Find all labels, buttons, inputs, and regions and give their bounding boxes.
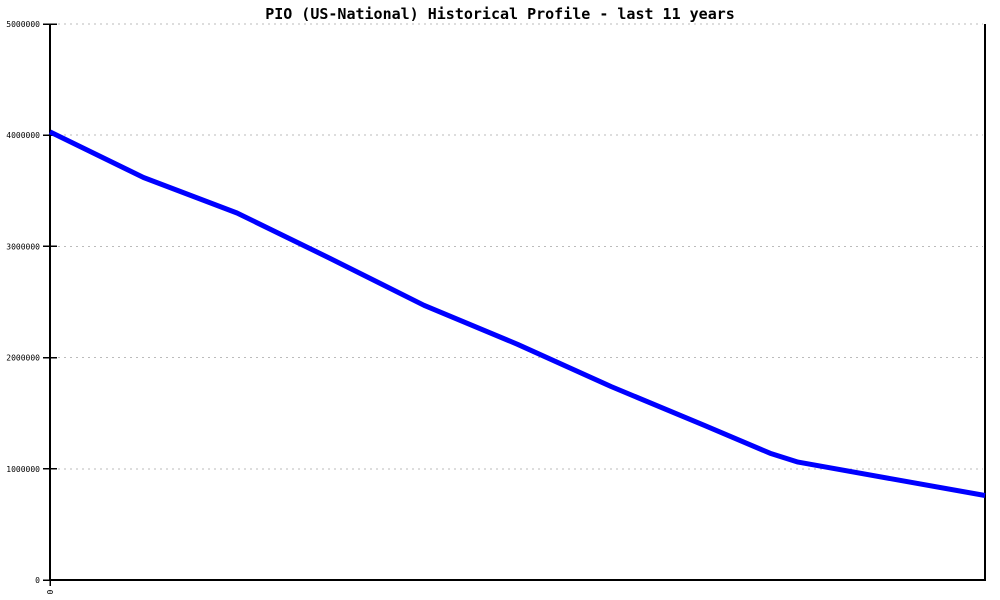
chart-title: PIO (US-National) Historical Profile - l… bbox=[265, 5, 735, 23]
series-line bbox=[48, 129, 986, 498]
x-tick-label: 0 bbox=[45, 590, 54, 595]
y-tick-label: 4000000 bbox=[6, 131, 40, 140]
y-tick-label: 3000000 bbox=[6, 242, 40, 251]
y-tick-label: 1000000 bbox=[6, 465, 40, 474]
y-tick-label: 5000000 bbox=[6, 20, 40, 29]
y-tick-label: 2000000 bbox=[6, 354, 40, 363]
y-tick-label: 0 bbox=[35, 576, 40, 585]
